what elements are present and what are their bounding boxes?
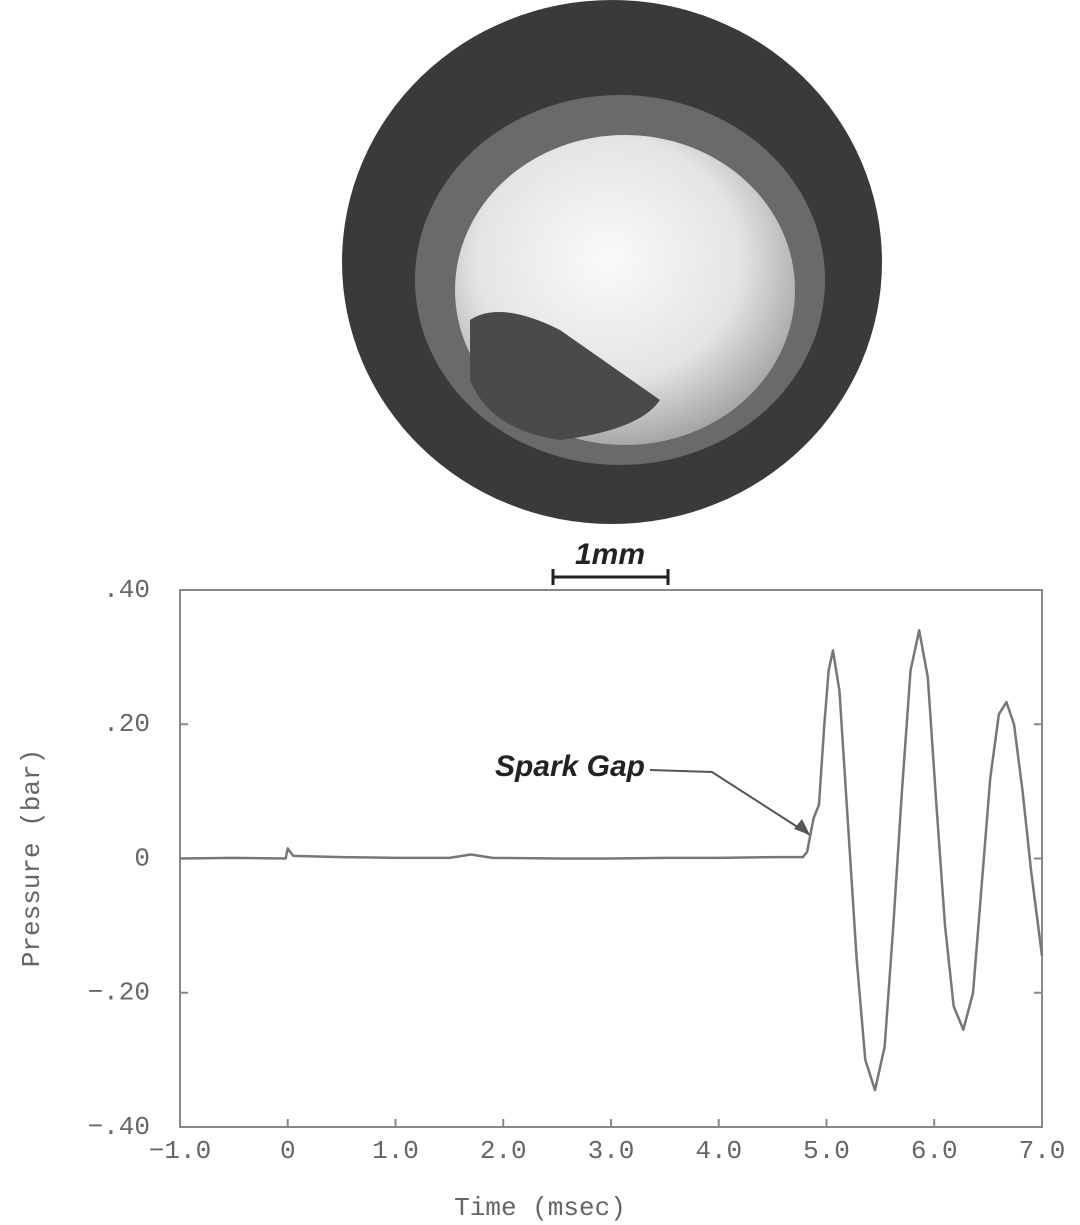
y-tick-label: −.40 <box>88 1112 150 1142</box>
y-axis-title: Pressure (bar) <box>17 749 47 967</box>
data-line <box>179 629 1044 1092</box>
y-tick-label: −.20 <box>88 978 150 1008</box>
arrow-head <box>794 819 810 835</box>
x-tick-label: 4.0 <box>695 1136 742 1166</box>
x-tick-label: 6.0 <box>911 1136 958 1166</box>
scale-bar-label: 1mm <box>575 538 645 571</box>
x-tick-label: 5.0 <box>803 1136 850 1166</box>
x-tick-label: 1.0 <box>372 1136 419 1166</box>
y-tick-label: .20 <box>103 709 150 739</box>
x-axis-title: Time (msec) <box>454 1193 626 1223</box>
y-tick-label: .40 <box>103 575 150 605</box>
y-tick-label: 0 <box>134 843 150 873</box>
x-tick-label: 3.0 <box>588 1136 635 1166</box>
bubble-shadow <box>470 312 660 440</box>
x-tick-label: 2.0 <box>480 1136 527 1166</box>
annotation: Spark Gap <box>495 750 645 783</box>
x-tick-label: −1.0 <box>149 1136 211 1166</box>
annotation-arrow <box>649 769 811 836</box>
photo <box>342 0 882 524</box>
x-tick-label: 0 <box>280 1136 296 1166</box>
x-tick-label: 7.0 <box>1019 1136 1066 1166</box>
